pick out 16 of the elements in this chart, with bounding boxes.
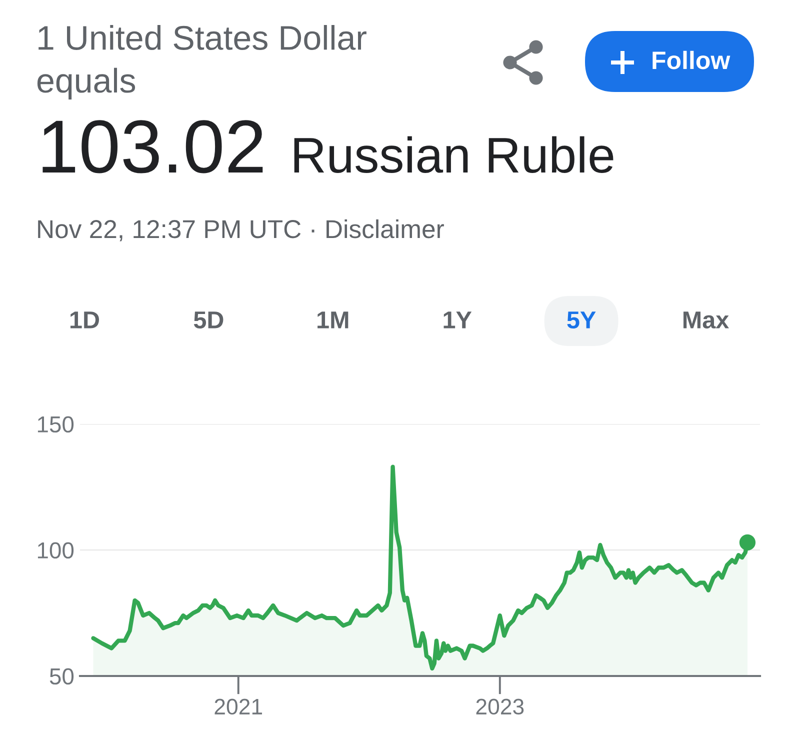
text: 5D	[194, 312, 224, 329]
text: 5Y	[567, 312, 596, 329]
text: 1D	[70, 312, 100, 328]
x-tick-label: 2023	[476, 698, 524, 715]
text: 103.02	[42, 120, 263, 174]
y-tick-label: 150	[38, 416, 74, 433]
text: Russian Ruble	[294, 136, 614, 173]
y-tick-label: 50	[50, 668, 74, 685]
text: 1M	[318, 312, 348, 328]
x-tick-label: 2021	[214, 698, 262, 715]
text: Follow	[652, 50, 730, 70]
text: 1Y	[444, 312, 472, 328]
text: Max	[683, 312, 729, 329]
y-tick-label: 100	[38, 542, 74, 559]
chart-subtitle: Nov 22, 12:37 PM UTC · Disclaimer	[38, 219, 444, 242]
chart-title: 1 United States Dollar equals	[37, 25, 366, 100]
